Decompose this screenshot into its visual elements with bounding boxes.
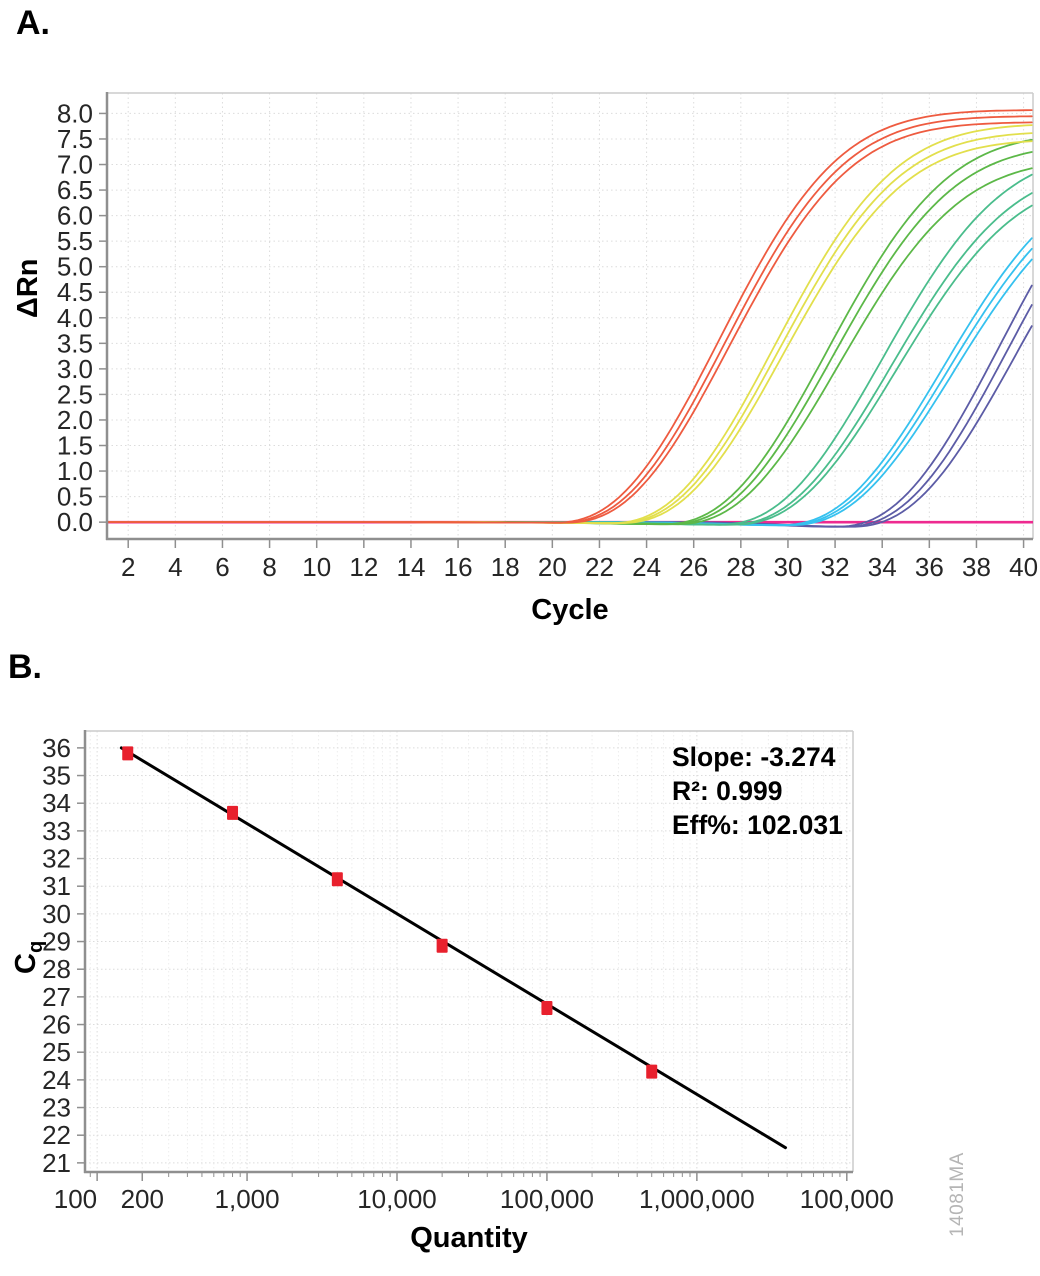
y-tick-label: 0.5 [57,482,93,512]
x-tick-label: 34 [868,552,897,582]
x-tick-label: 100 [54,1184,97,1214]
cq-axis-title-main: C [10,953,42,974]
data-point-marker [541,1000,553,1015]
y-tick-label: 29 [42,927,71,957]
x-tick-label: 28 [726,552,755,582]
y-tick-label: 3.0 [57,354,93,384]
curve-std-6-purple-rep3 [106,325,1033,528]
y-tick-label: 6.0 [57,201,93,231]
curve-std-3-green-rep3 [106,167,1033,526]
y-tick-label: 21 [42,1148,71,1178]
y-tick-label: 32 [42,844,71,874]
y-tick-label: 5.5 [57,226,93,256]
y-tick-label: 36 [42,733,71,763]
x-tick-label: 22 [585,552,614,582]
y-tick-label: 3.5 [57,328,93,358]
stat-slope: Slope: -3.274 [672,742,836,772]
x-tick-label: 100,000 [800,1184,894,1214]
y-tick-label: 35 [42,761,71,791]
x-tick-label: 200 [121,1184,164,1214]
x-tick-label: 8 [262,552,276,582]
curve-std-1-red-rep3 [106,121,1033,524]
data-point-marker [331,872,343,887]
amplification-plot-svg: 8.07.57.06.56.05.55.04.54.03.53.02.52.01… [57,92,1038,582]
x-tick-label: 40 [1009,552,1038,582]
panel-b-label: B. [8,648,42,686]
x-tick-label: 20 [538,552,567,582]
curve-std-5-blue-rep3 [106,258,1033,527]
panel-a-label: A. [16,4,50,42]
data-point-marker [122,746,134,761]
y-tick-label: 1.0 [57,456,93,486]
x-tick-label: 100,000 [500,1184,594,1214]
x-tick-label: 1,000,000 [639,1184,755,1214]
y-tick-label: 31 [42,871,71,901]
x-tick-label: 10 [302,552,331,582]
curve-std-3-green-rep1 [106,138,1033,526]
x-tick-label: 16 [444,552,473,582]
y-tick-label: 26 [42,1010,71,1040]
y-tick-label: 33 [42,816,71,846]
y-tick-label: 27 [42,982,71,1012]
y-tick-label: 0.0 [57,507,93,537]
curve-std-2-yellow-rep3 [106,140,1033,525]
x-tick-label: 1,000 [215,1184,280,1214]
x-tick-label: 14 [396,552,425,582]
curve-std-5-blue-rep1 [106,237,1033,527]
x-tick-label: 32 [821,552,850,582]
y-tick-label: 2.5 [57,379,93,409]
x-tick-label: 24 [632,552,661,582]
x-tick-label: 18 [491,552,520,582]
stat-efficiency: Eff%: 102.031 [672,810,843,840]
delta-rn-axis-title: ΔRn [12,258,44,318]
x-tick-label: 12 [349,552,378,582]
y-tick-label: 4.5 [57,277,93,307]
x-tick-label: 30 [773,552,802,582]
y-tick-label: 7.5 [57,124,93,154]
y-tick-label: 5.0 [57,252,93,282]
y-tick-label: 4.0 [57,303,93,333]
y-tick-label: 23 [42,1093,71,1123]
curve-std-4-teal-rep3 [106,204,1033,526]
curve-std-6-purple-rep1 [106,284,1033,528]
x-tick-label: 6 [215,552,229,582]
y-tick-label: 22 [42,1120,71,1150]
y-tick-label: 34 [42,788,71,818]
y-tick-label: 2.0 [57,405,93,435]
x-tick-label: 26 [679,552,708,582]
regression-stats: Slope: -3.274 R²: 0.999 Eff%: 102.031 [672,740,843,842]
quantity-axis-title: Quantity [410,1222,528,1254]
x-tick-label: 36 [915,552,944,582]
x-tick-label: 4 [168,552,182,582]
data-point-marker [436,938,448,953]
y-tick-label: 24 [42,1065,71,1095]
data-point-marker [646,1064,658,1079]
y-tick-label: 6.5 [57,175,93,205]
data-point-marker [227,805,239,820]
x-tick-label: 2 [121,552,135,582]
y-tick-label: 25 [42,1037,71,1067]
y-tick-label: 8.0 [57,98,93,128]
curve-std-5-blue-rep2 [106,247,1033,527]
y-tick-label: 1.5 [57,431,93,461]
curve-std-4-teal-rep1 [106,173,1033,526]
watermark-text: 14081MA [947,1152,968,1237]
x-tick-label: 38 [962,552,991,582]
y-tick-label: 7.0 [57,150,93,180]
cycle-axis-title: Cycle [531,594,609,626]
cq-axis-title: Cq [10,941,48,974]
stat-r-squared: R²: 0.999 [672,776,783,806]
x-tick-label: 10,000 [357,1184,437,1214]
curve-std-3-green-rep2 [106,151,1033,526]
y-tick-label: 30 [42,899,71,929]
y-tick-label: 28 [42,954,71,984]
cq-axis-title-sub: q [24,940,47,954]
curve-std-4-teal-rep2 [106,192,1033,526]
